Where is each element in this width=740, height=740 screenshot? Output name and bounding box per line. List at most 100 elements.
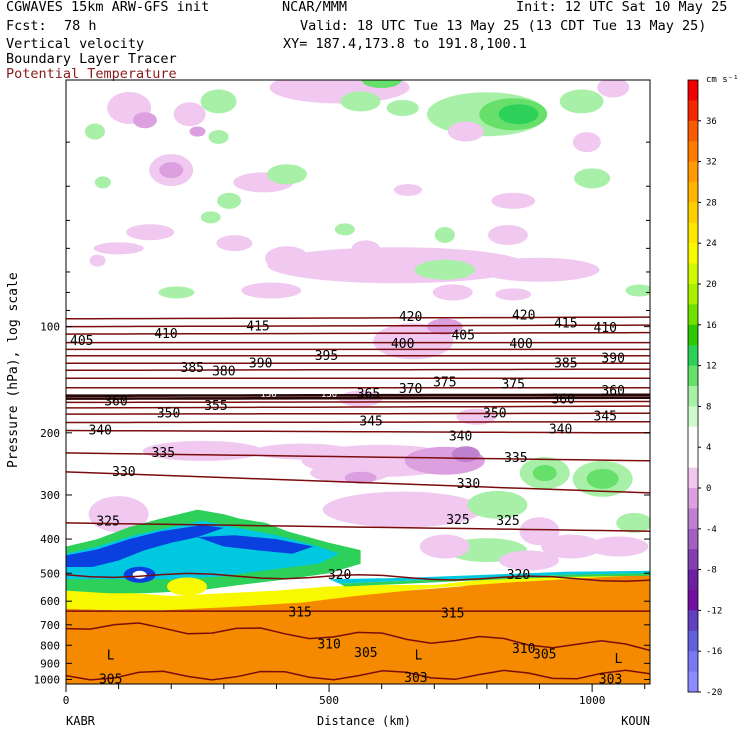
vertical-velocity-cell bbox=[574, 168, 611, 189]
vertical-velocity-cell bbox=[94, 176, 111, 189]
colorbar-swatch bbox=[688, 528, 698, 550]
isentrope-label: 320 bbox=[507, 568, 530, 583]
isentrope-label: 375 bbox=[501, 378, 524, 393]
tracer-hole bbox=[132, 570, 147, 579]
isentrope-370 bbox=[66, 393, 650, 397]
colorbar-label: -12 bbox=[706, 606, 722, 616]
isentrope-label: 400 bbox=[509, 337, 532, 352]
plot-frame bbox=[65, 79, 651, 685]
vertical-velocity-cell bbox=[361, 80, 402, 88]
colorbar-swatch bbox=[688, 120, 698, 142]
vertical-velocity-cell bbox=[447, 121, 484, 142]
vertical-velocity-cell bbox=[495, 288, 532, 301]
colorbar-label: 24 bbox=[706, 239, 717, 249]
isentrope-label: 325 bbox=[496, 514, 519, 529]
colorbar-label: 4 bbox=[706, 443, 711, 453]
isentrope-335 bbox=[66, 452, 650, 462]
vertical-velocity-cell bbox=[586, 468, 619, 489]
y-tick-label: 100 bbox=[40, 321, 60, 334]
colorbar-swatch bbox=[688, 345, 698, 367]
isentrope-label: 310 bbox=[317, 637, 340, 652]
vertical-velocity-cell bbox=[132, 112, 157, 129]
tracer-cyan-strip bbox=[329, 570, 650, 584]
colorbar-swatch bbox=[688, 243, 698, 265]
colorbar-swatch bbox=[688, 549, 698, 571]
y-tick-label: 600 bbox=[40, 595, 60, 608]
isentrope-label: 400 bbox=[391, 337, 414, 352]
vertical-velocity-cell bbox=[216, 235, 253, 252]
isentrope-label: 385 bbox=[181, 361, 204, 376]
isentrope-label: 303 bbox=[404, 671, 427, 686]
isentrope-label: 410 bbox=[594, 321, 617, 336]
colorbar-swatch bbox=[688, 406, 698, 428]
colorbar-label: -20 bbox=[706, 688, 722, 698]
pressure-low-label: L bbox=[107, 648, 115, 663]
isentrope-label: 310 bbox=[512, 642, 535, 657]
vertical-velocity-cell bbox=[241, 282, 302, 299]
vertical-velocity-cell bbox=[479, 257, 600, 282]
isentrope-label: 345 bbox=[359, 415, 382, 430]
vertical-velocity-cell bbox=[414, 259, 475, 280]
x-tick-label: 500 bbox=[319, 694, 339, 707]
vertical-velocity-cell bbox=[344, 471, 377, 484]
vertical-velocity-cell bbox=[208, 129, 229, 144]
isentrope-label: 360 bbox=[551, 393, 574, 408]
vertical-velocity-cell bbox=[498, 104, 539, 125]
isentrope-label: 370 bbox=[399, 382, 422, 397]
isentrope-label: 390 bbox=[601, 351, 624, 366]
pressure-low-label: L bbox=[415, 648, 423, 663]
isentrope-label: 303 bbox=[599, 672, 622, 687]
x-tick-label: 1000 bbox=[579, 694, 606, 707]
colorbar-swatch bbox=[688, 569, 698, 591]
isentrope-label: 325 bbox=[446, 513, 469, 528]
colorbar-label: -4 bbox=[706, 525, 717, 535]
isentrope-305 bbox=[66, 669, 650, 681]
colorbar-swatch bbox=[688, 100, 698, 122]
colorbar-swatch bbox=[688, 426, 698, 448]
vertical-velocity-cell bbox=[487, 225, 528, 246]
isentrope-label: 330 bbox=[112, 465, 135, 480]
tracer-cyan-layer bbox=[66, 520, 340, 580]
colorbar-swatch bbox=[688, 467, 698, 489]
isentrope-310 bbox=[66, 622, 650, 652]
colorbar-label: 20 bbox=[706, 280, 717, 290]
colorbar-swatch bbox=[688, 222, 698, 244]
x-tick-label: 0 bbox=[63, 694, 70, 707]
y-tick-label: 200 bbox=[40, 427, 60, 440]
isentrope-355 bbox=[66, 405, 650, 409]
isentrope-label: 350 bbox=[157, 406, 180, 421]
tracer-blue-core bbox=[66, 525, 224, 567]
colorbar-frame bbox=[687, 79, 699, 693]
isentrope-420 bbox=[66, 316, 650, 320]
vertical-velocity-cell bbox=[541, 534, 602, 559]
isentrope-label: 380 bbox=[212, 364, 235, 379]
tracer-green-strip bbox=[339, 573, 650, 587]
vertical-velocity-cell bbox=[432, 284, 473, 301]
y-tick-label: 900 bbox=[40, 657, 60, 670]
vertical-velocity-cell bbox=[467, 490, 528, 519]
y-tick-label: 400 bbox=[40, 533, 60, 546]
isentrope-385 bbox=[66, 368, 650, 372]
tropopause-annotation: 150 bbox=[260, 390, 276, 400]
vertical-velocity-cell bbox=[419, 534, 470, 559]
vertical-velocity-cell bbox=[266, 164, 307, 185]
colorbar-swatch bbox=[688, 610, 698, 632]
colorbar-swatch bbox=[688, 182, 698, 203]
vertical-velocity-cell bbox=[217, 192, 242, 209]
colorbar-swatch bbox=[688, 161, 698, 183]
vertical-velocity-cell bbox=[559, 89, 604, 114]
colorbar-swatch bbox=[688, 590, 698, 611]
isentrope-label: 420 bbox=[512, 309, 535, 324]
tracer-yellow-patch bbox=[167, 577, 208, 596]
colorbar-label: -16 bbox=[706, 647, 722, 657]
isentrope-label: 365 bbox=[357, 387, 380, 402]
isentrope-label: 315 bbox=[288, 605, 311, 620]
isentrope-label: 325 bbox=[96, 515, 119, 530]
vertical-velocity-cell bbox=[334, 223, 355, 236]
vertical-velocity-cell bbox=[200, 89, 237, 114]
isentrope-410 bbox=[66, 331, 650, 335]
vertical-velocity-cell bbox=[588, 536, 649, 557]
colorbar-label: 0 bbox=[706, 484, 711, 494]
colorbar-label: 8 bbox=[706, 402, 711, 412]
isentrope-label: 405 bbox=[451, 329, 474, 344]
